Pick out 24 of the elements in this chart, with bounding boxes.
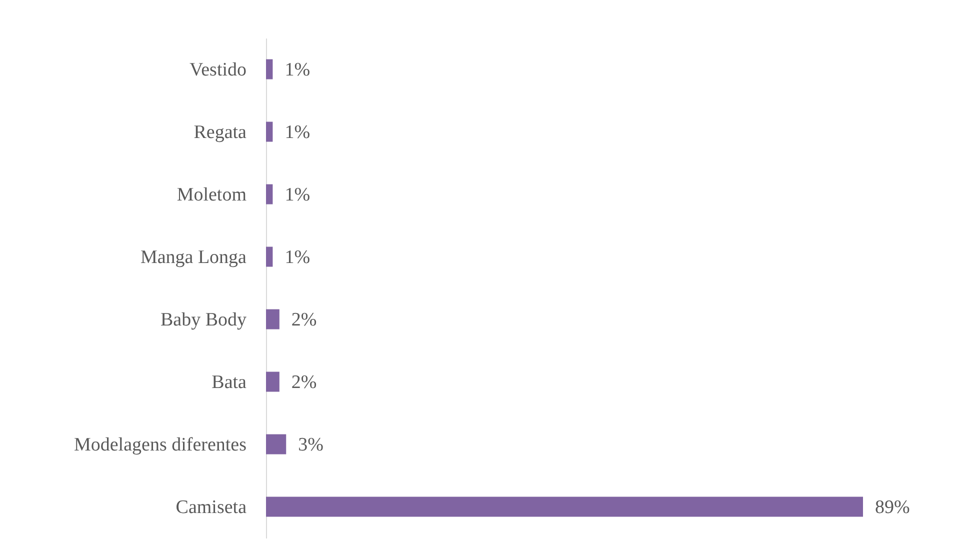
bar (266, 122, 273, 142)
y-tick-label: Regata (194, 122, 248, 143)
bar (266, 309, 280, 330)
data-label: 1% (284, 246, 310, 268)
bar (266, 496, 863, 517)
bar (266, 59, 273, 80)
bar (266, 372, 280, 392)
bar (266, 434, 286, 454)
data-label: 2% (291, 372, 317, 393)
y-tick-label: Manga Longa (140, 246, 248, 268)
data-label: 1% (284, 59, 310, 80)
data-label: 1% (284, 122, 310, 143)
y-tick-label: Bata (212, 372, 248, 393)
bar (266, 184, 273, 204)
data-label: 3% (298, 434, 324, 456)
data-label: 89% (875, 496, 910, 518)
y-tick-label: Vestido (190, 59, 246, 80)
y-tick-label: Moletom (176, 184, 247, 206)
data-label: 2% (291, 309, 317, 330)
bar (266, 246, 273, 267)
data-label: 1% (284, 184, 310, 206)
y-tick-label: Modelagens diferentes (74, 434, 246, 456)
y-tick-label: Baby Body (160, 309, 247, 330)
y-tick-label: Camiseta (176, 496, 248, 518)
